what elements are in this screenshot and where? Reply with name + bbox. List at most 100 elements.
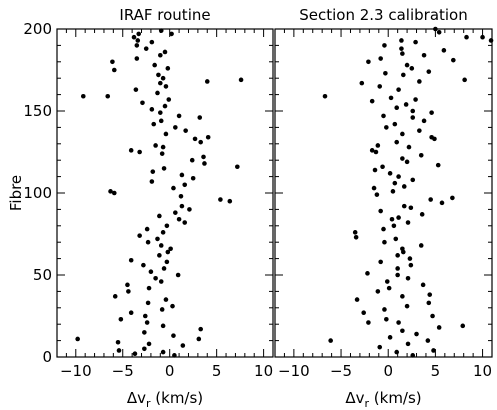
data-point: [386, 285, 392, 291]
data-point: [384, 316, 389, 322]
data-point: [152, 62, 157, 68]
data-point: [235, 164, 240, 170]
data-point: [161, 266, 167, 271]
data-point: [176, 216, 182, 222]
data-point: [405, 341, 411, 347]
data-point: [373, 149, 379, 155]
data-point: [187, 207, 192, 212]
data-point: [118, 316, 124, 322]
data-point: [192, 136, 198, 142]
data-point: [141, 262, 146, 268]
data-point: [396, 215, 401, 220]
data-point: [159, 307, 165, 312]
data-point: [378, 259, 383, 265]
data-point: [395, 253, 400, 258]
data-point: [392, 180, 398, 186]
data-point: [142, 313, 148, 319]
data-point: [201, 154, 206, 160]
data-point: [429, 110, 434, 115]
data-point: [150, 169, 156, 174]
data-point: [413, 97, 418, 102]
data-point: [182, 220, 188, 225]
data-point: [182, 182, 188, 188]
data-point: [366, 320, 371, 325]
data-point: [165, 66, 171, 71]
data-point: [406, 144, 412, 150]
data-point: [403, 102, 409, 107]
data-point: [400, 294, 405, 299]
data-point: [173, 210, 178, 215]
data-point: [157, 213, 162, 219]
data-point: [366, 59, 371, 65]
data-point: [163, 84, 169, 89]
data-point: [115, 339, 121, 345]
data-point: [421, 52, 427, 58]
data-point: [132, 351, 138, 357]
data-point: [153, 143, 158, 148]
x-axis-unit: (km/s): [151, 389, 204, 407]
data-point: [173, 125, 178, 130]
data-point: [134, 43, 140, 48]
data-point: [116, 348, 122, 353]
data-point: [381, 226, 386, 232]
data-point: [420, 282, 426, 288]
data-point: [460, 323, 466, 329]
data-point: [179, 172, 185, 178]
data-point: [155, 236, 160, 242]
data-point: [158, 110, 163, 115]
data-point: [143, 46, 149, 51]
data-point: [205, 134, 211, 140]
x-axis-label: Δvr (km/s): [127, 389, 203, 410]
data-point: [202, 161, 207, 166]
data-point: [464, 34, 469, 40]
x-tick-label: −10: [278, 362, 310, 380]
data-point: [156, 72, 161, 78]
x-tick-label: 10: [473, 362, 492, 380]
data-point: [145, 239, 151, 245]
data-point: [354, 297, 360, 302]
data-point: [400, 131, 405, 137]
data-point: [172, 353, 177, 358]
data-point: [196, 336, 202, 342]
panel-title: IRAF routine: [119, 6, 210, 24]
x-tick-label: 0: [383, 362, 393, 380]
data-point: [160, 144, 166, 150]
data-point: [395, 266, 400, 271]
data-point: [393, 236, 399, 242]
data-point: [391, 223, 397, 229]
panel-section-calibration: Section 2.3 calibration −10 −5 0 5 10 Δvr (km/…: [274, 6, 494, 410]
data-point: [80, 93, 86, 99]
data-point: [146, 341, 152, 347]
data-point: [134, 56, 140, 61]
data-point: [144, 226, 150, 232]
data-point: [426, 300, 432, 306]
data-point: [417, 79, 422, 84]
data-point: [162, 49, 168, 55]
y-tick-label: 150: [23, 102, 52, 120]
data-point: [125, 282, 130, 288]
data-point: [419, 212, 425, 217]
data-point: [149, 39, 155, 45]
data-point: [421, 118, 427, 124]
data-point: [389, 216, 395, 222]
data-point: [168, 246, 173, 252]
data-point: [427, 292, 433, 297]
data-point: [451, 57, 456, 63]
data-point: [410, 108, 416, 114]
data-point: [145, 300, 151, 306]
data-point: [135, 38, 141, 43]
data-point: [384, 279, 390, 284]
x-axis-subscript: r: [364, 397, 369, 410]
panel-title: Section 2.3 calibration: [299, 6, 468, 24]
data-point: [399, 46, 404, 51]
data-point: [110, 59, 115, 65]
data-point: [158, 52, 163, 58]
data-point: [372, 167, 378, 173]
data-point: [158, 80, 163, 86]
data-point: [462, 77, 467, 83]
data-point: [410, 115, 416, 120]
y-axis-label: Fibre: [7, 175, 25, 211]
data-point: [164, 259, 170, 265]
data-point: [144, 320, 150, 325]
data-point: [405, 275, 411, 281]
